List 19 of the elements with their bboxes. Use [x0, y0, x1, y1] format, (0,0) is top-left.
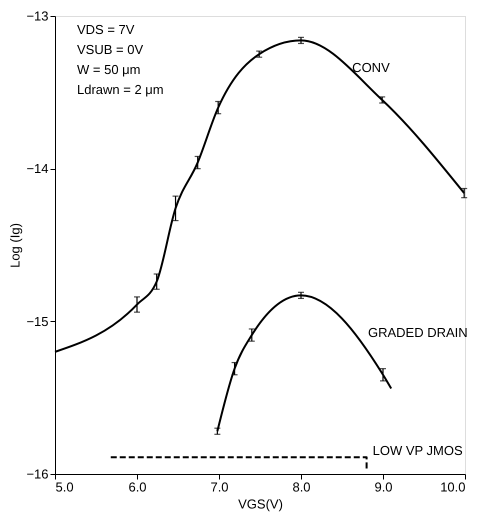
annotation: W = 50 μm — [77, 62, 140, 77]
y-tick-label: −15 — [26, 314, 48, 329]
annotation: Ldrawn = 2 μm — [77, 82, 164, 97]
annotation: VSUB = 0V — [77, 42, 144, 57]
y-tick-label: −14 — [26, 161, 48, 176]
x-tick-label: 10.0 — [440, 480, 466, 494]
annotation: VDS = 7V — [77, 22, 135, 37]
x-tick-label: 5.0 — [56, 480, 74, 494]
y-tick-label: −13 — [26, 8, 48, 24]
series-label: LOW VP JMOS — [372, 443, 463, 458]
x-tick-label: 6.0 — [128, 480, 147, 494]
x-tick-label: 9.0 — [374, 480, 393, 494]
x-axis-title: VGS(V) — [238, 496, 283, 512]
y-axis-title: Log (Ig) — [7, 223, 22, 268]
x-tick-label: 7.0 — [210, 480, 229, 494]
series-label: GRADED DRAIN — [368, 324, 468, 340]
y-tick-label: −16 — [26, 466, 48, 482]
x-tick-label: 8.0 — [292, 480, 311, 494]
series-label: CONV — [352, 60, 390, 75]
